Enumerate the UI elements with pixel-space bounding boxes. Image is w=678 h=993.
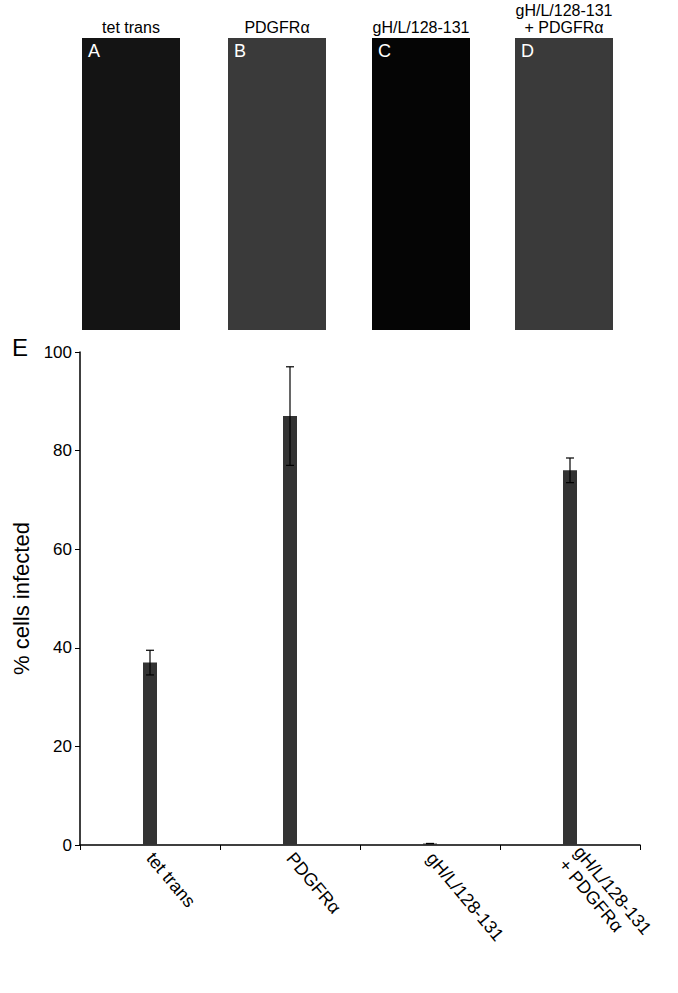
svg-text:80: 80 xyxy=(53,441,72,460)
svg-text:tet trans: tet trans xyxy=(142,849,199,912)
svg-text:100: 100 xyxy=(44,343,72,362)
svg-text:60: 60 xyxy=(53,540,72,559)
svg-text:B: B xyxy=(234,41,246,61)
svg-text:20: 20 xyxy=(53,737,72,756)
svg-text:40: 40 xyxy=(53,638,72,657)
svg-text:tet trans: tet trans xyxy=(102,19,160,36)
svg-text:gH/L/128-131: gH/L/128-131 xyxy=(373,19,470,36)
svg-text:PDGFRα: PDGFRα xyxy=(244,19,309,36)
svg-text:gH/L/128-131: gH/L/128-131 xyxy=(422,849,507,945)
svg-text:+ PDGFRα: + PDGFRα xyxy=(555,855,627,936)
svg-text:gH/L/128-131: gH/L/128-131 xyxy=(570,842,656,939)
svg-text:D: D xyxy=(521,41,534,61)
svg-text:0: 0 xyxy=(63,836,72,855)
svg-text:C: C xyxy=(378,41,391,61)
svg-text:gH/L/128-131: gH/L/128-131 xyxy=(516,2,613,19)
svg-text:E: E xyxy=(12,334,28,361)
svg-text:A: A xyxy=(88,41,100,61)
svg-text:% cells infected: % cells infected xyxy=(9,522,34,675)
svg-text:+ PDGFRα: + PDGFRα xyxy=(524,19,603,36)
svg-text:PDGFRα: PDGFRα xyxy=(282,849,345,918)
